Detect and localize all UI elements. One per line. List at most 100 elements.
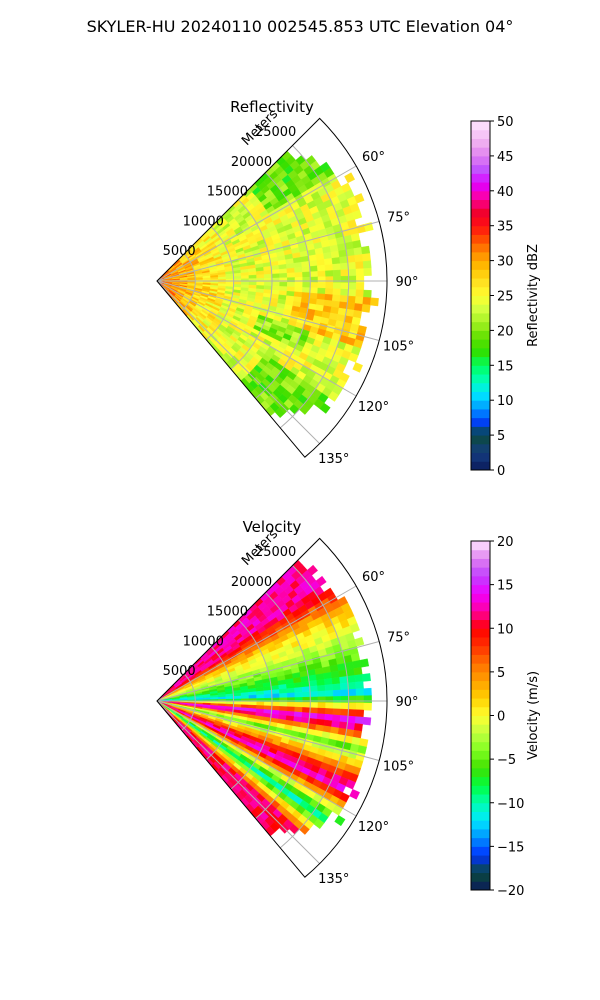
data-cell xyxy=(324,684,334,692)
data-cell xyxy=(310,696,319,703)
azimuth-gridline xyxy=(156,220,380,282)
data-cell xyxy=(349,788,360,800)
data-cell xyxy=(324,293,334,302)
azimuth-tick-label: 75° xyxy=(387,210,410,225)
data-cell xyxy=(340,702,349,710)
colorbar-swatch xyxy=(471,855,490,865)
colorbar-swatch xyxy=(471,567,490,577)
data-cell xyxy=(338,669,348,678)
data-cell xyxy=(355,709,365,718)
data-cell xyxy=(324,258,333,266)
data-cell xyxy=(279,692,288,699)
azimuth-gridline xyxy=(156,700,320,864)
data-cell xyxy=(362,260,372,269)
colorbar-swatch xyxy=(471,698,490,708)
data-cell xyxy=(340,695,349,703)
data-cell xyxy=(279,701,288,707)
data-cell xyxy=(331,677,341,685)
data-cell xyxy=(325,702,334,709)
azimuth-tick-label: 135° xyxy=(318,872,349,887)
colorbar-swatch xyxy=(471,374,490,384)
data-cell xyxy=(301,681,310,688)
colorbar-swatch xyxy=(471,461,490,471)
colorbar-swatch xyxy=(471,278,490,288)
colorbar-swatch xyxy=(471,391,490,401)
radial-tick-label: 15000 xyxy=(207,185,248,200)
data-cell xyxy=(344,172,356,184)
data-cell xyxy=(362,296,372,306)
data-cell xyxy=(325,270,334,277)
data-cell xyxy=(332,288,342,296)
colorbar-swatch xyxy=(471,173,490,183)
data-cell xyxy=(348,268,357,277)
data-cell xyxy=(339,676,349,684)
data-cell xyxy=(355,688,365,697)
data-cell xyxy=(301,261,310,268)
colorbar-swatch xyxy=(471,881,490,891)
data-cell xyxy=(278,688,288,694)
colorbar-swatch xyxy=(471,619,490,629)
data-cell xyxy=(317,270,326,278)
colorbar-label: Velocity (m/s) xyxy=(526,671,541,760)
data-cell xyxy=(347,261,357,270)
colorbar-swatch xyxy=(471,724,490,734)
data-cell xyxy=(339,715,349,723)
data-cell xyxy=(294,687,303,693)
data-cell xyxy=(339,262,349,271)
data-cell xyxy=(256,694,265,699)
radial-tick-label: 10000 xyxy=(183,634,224,649)
colorbar-swatch xyxy=(471,776,490,786)
colorbar-swatch xyxy=(471,584,490,594)
colorbar-swatch xyxy=(471,164,490,174)
colorbar-swatch xyxy=(471,260,490,270)
data-cell xyxy=(348,688,357,697)
radial-tick-label: 15000 xyxy=(207,605,248,620)
data-cell xyxy=(317,276,326,283)
colorbar-swatch xyxy=(471,645,490,655)
data-cell xyxy=(286,267,295,274)
colorbar-tick-label: 15 xyxy=(497,359,514,374)
colorbar-swatch xyxy=(471,312,490,323)
data-cell xyxy=(310,276,319,283)
data-cell xyxy=(359,658,370,668)
data-cell xyxy=(287,701,296,708)
colorbar-swatch xyxy=(471,636,490,647)
data-cell xyxy=(332,702,342,710)
radial-tick-label: 25000 xyxy=(255,545,296,560)
range-ring xyxy=(230,619,273,790)
data-cell xyxy=(313,818,325,830)
data-cell xyxy=(286,687,295,694)
data-cell xyxy=(294,706,303,713)
colorbar-swatch xyxy=(471,794,490,804)
colorbar-swatch xyxy=(471,593,490,603)
data-cell xyxy=(363,702,372,711)
data-cell xyxy=(294,282,303,288)
data-cell xyxy=(348,702,357,710)
colorbar-tick-label: 0 xyxy=(497,710,505,725)
data-cell xyxy=(218,276,227,280)
data-cell xyxy=(362,716,372,726)
colorbar-swatch xyxy=(471,654,490,664)
data-cell xyxy=(278,268,288,274)
data-cell xyxy=(352,660,362,669)
data-cell xyxy=(309,707,319,714)
colorbar-swatch xyxy=(471,286,490,296)
data-cell xyxy=(218,696,227,700)
figure-suptitle: SKYLER-HU 20240110 002545.853 UTC Elevat… xyxy=(87,17,514,36)
data-cell xyxy=(363,695,372,704)
data-cell xyxy=(363,267,372,276)
data-cell xyxy=(317,690,326,698)
data-cell xyxy=(348,275,357,284)
azimuth-tick-label: 105° xyxy=(383,340,414,355)
data-cell xyxy=(340,282,349,290)
data-cell xyxy=(263,689,273,695)
data-cell xyxy=(331,714,341,722)
colorbar-label: Reflectivity dBZ xyxy=(526,244,541,347)
data-cell xyxy=(279,281,288,287)
data-cell xyxy=(347,289,357,297)
range-ring xyxy=(255,592,311,819)
data-cell xyxy=(233,275,242,280)
colorbar-tick-label: 40 xyxy=(497,185,514,200)
data-cell xyxy=(256,281,265,286)
radial-tick-label: 20000 xyxy=(231,575,272,590)
